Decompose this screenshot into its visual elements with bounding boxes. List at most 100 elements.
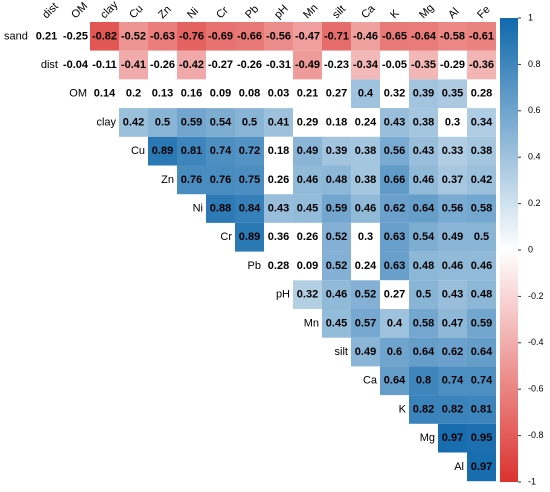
cell-label: 0.28 <box>471 88 492 100</box>
cell <box>438 222 467 252</box>
cell-label: 0.32 <box>384 88 405 100</box>
cell-label: 0.09 <box>210 88 231 100</box>
cell <box>351 165 380 195</box>
cell <box>177 22 206 51</box>
cell-label: 0.4 <box>358 88 374 100</box>
cell-label: -0.04 <box>63 59 89 71</box>
cell <box>351 22 380 51</box>
column-label: Mn <box>301 2 320 21</box>
cell <box>438 50 467 80</box>
cell-label: 0.81 <box>181 145 202 157</box>
cell <box>409 194 438 223</box>
cell <box>148 50 177 80</box>
cell <box>409 50 438 80</box>
cell-label: 0.14 <box>94 88 116 100</box>
cell-label: 0.38 <box>413 116 434 128</box>
cell <box>409 366 438 396</box>
cell <box>235 22 264 51</box>
cell-label: -0.82 <box>92 30 117 42</box>
cell-label: -0.61 <box>469 30 494 42</box>
column-label: Mg <box>417 2 436 21</box>
cell-label: -0.11 <box>92 59 116 71</box>
cell-label: 0.64 <box>384 375 406 387</box>
cell-label: 0.97 <box>442 432 463 444</box>
cell-label: -0.31 <box>266 59 291 71</box>
cell-label: 0.8 <box>416 375 431 387</box>
cell-label: 0.58 <box>471 202 492 214</box>
column-label: K <box>388 7 402 21</box>
cell <box>351 337 380 367</box>
cell <box>206 22 235 51</box>
cell <box>438 165 467 195</box>
colorbar-label: 0.8 <box>528 59 541 69</box>
cell-label: 0.18 <box>268 145 289 157</box>
cell-label: 0.16 <box>181 88 202 100</box>
cell-label: 0.4 <box>387 317 403 329</box>
cell <box>380 309 409 338</box>
cell <box>293 280 322 309</box>
cell-label: 0.66 <box>384 174 405 186</box>
cell-label: 0.08 <box>239 88 260 100</box>
cell-label: 0.52 <box>355 289 376 301</box>
cell <box>206 50 235 80</box>
cell <box>351 79 380 109</box>
cell <box>409 165 438 195</box>
cell <box>148 108 177 137</box>
cell <box>264 136 293 166</box>
cell-label: -0.47 <box>295 30 320 42</box>
cell-label: 0.62 <box>384 202 405 214</box>
cell <box>206 79 235 109</box>
cell <box>61 50 90 80</box>
cell <box>322 50 351 80</box>
colorbar-label: -0.6 <box>528 384 544 394</box>
cell-label: 0.24 <box>355 260 377 272</box>
cell-label: 0.27 <box>326 88 347 100</box>
cell-label: 0.48 <box>471 289 492 301</box>
cell <box>264 251 293 281</box>
cell-label: 0.5 <box>474 231 489 243</box>
cell-label: -0.29 <box>440 59 465 71</box>
cell-label: 0.26 <box>297 231 318 243</box>
cell-label: 0.5 <box>242 116 257 128</box>
cell <box>264 79 293 109</box>
cell-label: 0.18 <box>326 116 347 128</box>
cell <box>322 309 351 338</box>
cell-label: 0.5 <box>155 116 170 128</box>
cell-label: 0.43 <box>413 145 434 157</box>
cell <box>409 337 438 367</box>
column-label: OM <box>69 0 90 21</box>
cell <box>293 222 322 252</box>
column-label: Al <box>446 6 461 21</box>
cell-label: 0.38 <box>355 174 376 186</box>
cell <box>90 50 119 80</box>
cell <box>409 251 438 281</box>
cell <box>235 108 264 137</box>
cell <box>264 222 293 252</box>
column-label: Cu <box>127 3 145 21</box>
row-label: Cu <box>131 145 145 157</box>
cell <box>467 366 496 396</box>
cell-label: 0.88 <box>210 202 231 214</box>
cell-label: 0.48 <box>413 260 434 272</box>
cell-label: 0.72 <box>239 145 260 157</box>
cell <box>438 251 467 281</box>
cell-label: 0.32 <box>297 289 318 301</box>
colorbar-label: -0.4 <box>528 337 544 347</box>
cell <box>351 194 380 223</box>
cell-label: 0.6 <box>387 346 402 358</box>
cell-label: 0.89 <box>239 231 260 243</box>
cell-label: 0.33 <box>442 145 463 157</box>
cell-label: -0.42 <box>179 59 204 71</box>
row-label: OM <box>69 88 87 100</box>
column-label: silt <box>330 3 348 21</box>
row-label: clay <box>96 116 116 128</box>
cell <box>467 309 496 338</box>
cell <box>235 222 264 252</box>
cell <box>438 22 467 51</box>
cell-label: 0.56 <box>384 145 405 157</box>
column-label: pH <box>272 3 290 21</box>
cell-label: 0.49 <box>355 346 376 358</box>
cell <box>177 79 206 109</box>
colorbar-label: -0.8 <box>528 430 544 440</box>
cell <box>293 108 322 137</box>
